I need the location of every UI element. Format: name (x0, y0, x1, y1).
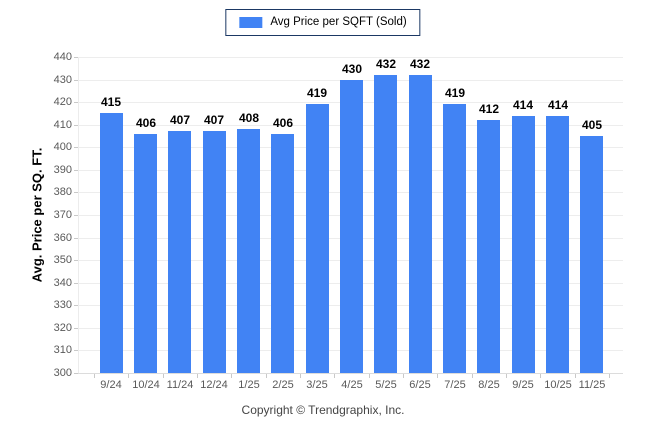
x-axis-tick-label: 7/25 (444, 379, 466, 391)
y-axis-tick (74, 305, 78, 306)
x-axis-tick-label: 1/25 (238, 379, 260, 391)
y-axis-tick-label: 440 (53, 51, 72, 63)
x-axis-tick-label: 11/25 (578, 379, 606, 391)
y-axis-tick (74, 102, 78, 103)
y-axis-tick-label: 430 (53, 74, 72, 86)
bar-value-label: 406 (135, 116, 157, 130)
y-axis-tick (74, 170, 78, 171)
y-axis-tick-label: 300 (53, 367, 72, 379)
bar-value-label: 407 (203, 113, 225, 127)
bar (340, 80, 363, 373)
y-axis-tick-label: 390 (53, 164, 72, 176)
y-axis-tick (74, 215, 78, 216)
x-axis-tick (506, 374, 507, 378)
bar-value-label: 419 (444, 86, 466, 100)
bar (580, 136, 603, 373)
bar (100, 113, 123, 373)
bar (134, 134, 157, 373)
bar (477, 120, 500, 373)
bar (203, 131, 226, 373)
x-axis-tick (300, 374, 301, 378)
bar (168, 131, 191, 373)
bar-value-label: 406 (272, 116, 294, 130)
y-axis-tick (74, 350, 78, 351)
y-axis-tick-label: 360 (53, 232, 72, 244)
x-axis-tick-label: 10/25 (544, 379, 572, 391)
y-axis-tick (74, 283, 78, 284)
x-axis-tick (163, 374, 164, 378)
x-axis-tick (609, 374, 610, 378)
x-axis-tick (472, 374, 473, 378)
bar-value-label: 414 (547, 98, 569, 112)
bar-value-label: 415 (100, 95, 122, 109)
bar (306, 104, 329, 373)
bar-value-label: 432 (409, 57, 431, 71)
y-axis-tick-label: 320 (53, 322, 72, 334)
copyright-text: Copyright © Trendgraphix, Inc. (241, 403, 405, 417)
x-axis-tick (94, 374, 95, 378)
x-axis-tick (403, 374, 404, 378)
x-axis-tick-label: 5/25 (375, 379, 397, 391)
bar (512, 116, 535, 373)
bar-value-label: 405 (581, 118, 603, 132)
legend-label: Avg Price per SQFT (Sold) (270, 16, 407, 28)
y-axis-tick-label: 400 (53, 141, 72, 153)
x-axis-tick (369, 374, 370, 378)
bar (546, 116, 569, 373)
x-axis-tick (197, 374, 198, 378)
y-axis-tick-label: 380 (53, 186, 72, 198)
y-axis-tick-label: 310 (53, 344, 72, 356)
bar (443, 104, 466, 373)
bar (409, 75, 432, 373)
y-axis-tick (74, 373, 78, 374)
bar (271, 134, 294, 373)
x-axis-tick (231, 374, 232, 378)
y-axis-tick (74, 260, 78, 261)
x-axis-tick-label: 8/25 (478, 379, 500, 391)
y-axis-tick (74, 238, 78, 239)
bar-value-label: 419 (306, 86, 328, 100)
x-axis-tick-label: 4/25 (341, 379, 363, 391)
x-axis-tick-label: 3/25 (306, 379, 328, 391)
y-axis-tick (74, 192, 78, 193)
x-axis-tick (266, 374, 267, 378)
bar-value-label: 432 (375, 57, 397, 71)
bar-value-label: 414 (512, 98, 534, 112)
y-axis-tick-label: 370 (53, 209, 72, 221)
x-axis-tick-label: 12/24 (200, 379, 228, 391)
bar-value-label: 412 (478, 102, 500, 116)
legend-swatch-icon (239, 17, 263, 28)
y-axis-tick (74, 147, 78, 148)
bar (374, 75, 397, 373)
bar-value-label: 430 (341, 62, 363, 76)
y-axis-tick (74, 125, 78, 126)
x-axis-tick (128, 374, 129, 378)
x-axis-tick (540, 374, 541, 378)
x-axis-tick-label: 2/25 (272, 379, 294, 391)
legend: Avg Price per SQFT (Sold) (225, 9, 421, 36)
x-axis-tick-label: 9/24 (100, 379, 122, 391)
y-axis-tick-label: 340 (53, 277, 72, 289)
y-axis-tick-label: 420 (53, 96, 72, 108)
x-axis-tick-label: 11/24 (166, 379, 194, 391)
x-axis-tick-label: 10/24 (132, 379, 160, 391)
bar (237, 129, 260, 373)
y-axis-tick-label: 410 (53, 119, 72, 131)
bar-value-label: 407 (169, 113, 191, 127)
x-axis-tick (334, 374, 335, 378)
x-axis-tick-label: 6/25 (409, 379, 431, 391)
x-axis-tick (575, 374, 576, 378)
gridline (78, 57, 623, 58)
bar-value-label: 408 (238, 111, 260, 125)
y-axis-tick-label: 350 (53, 254, 72, 266)
y-axis-tick (74, 328, 78, 329)
x-axis-tick-label: 9/25 (512, 379, 534, 391)
y-axis-tick (74, 57, 78, 58)
y-axis-tick (74, 80, 78, 81)
x-axis-line (78, 373, 623, 374)
y-axis-tick-label: 330 (53, 299, 72, 311)
x-axis-tick (437, 374, 438, 378)
